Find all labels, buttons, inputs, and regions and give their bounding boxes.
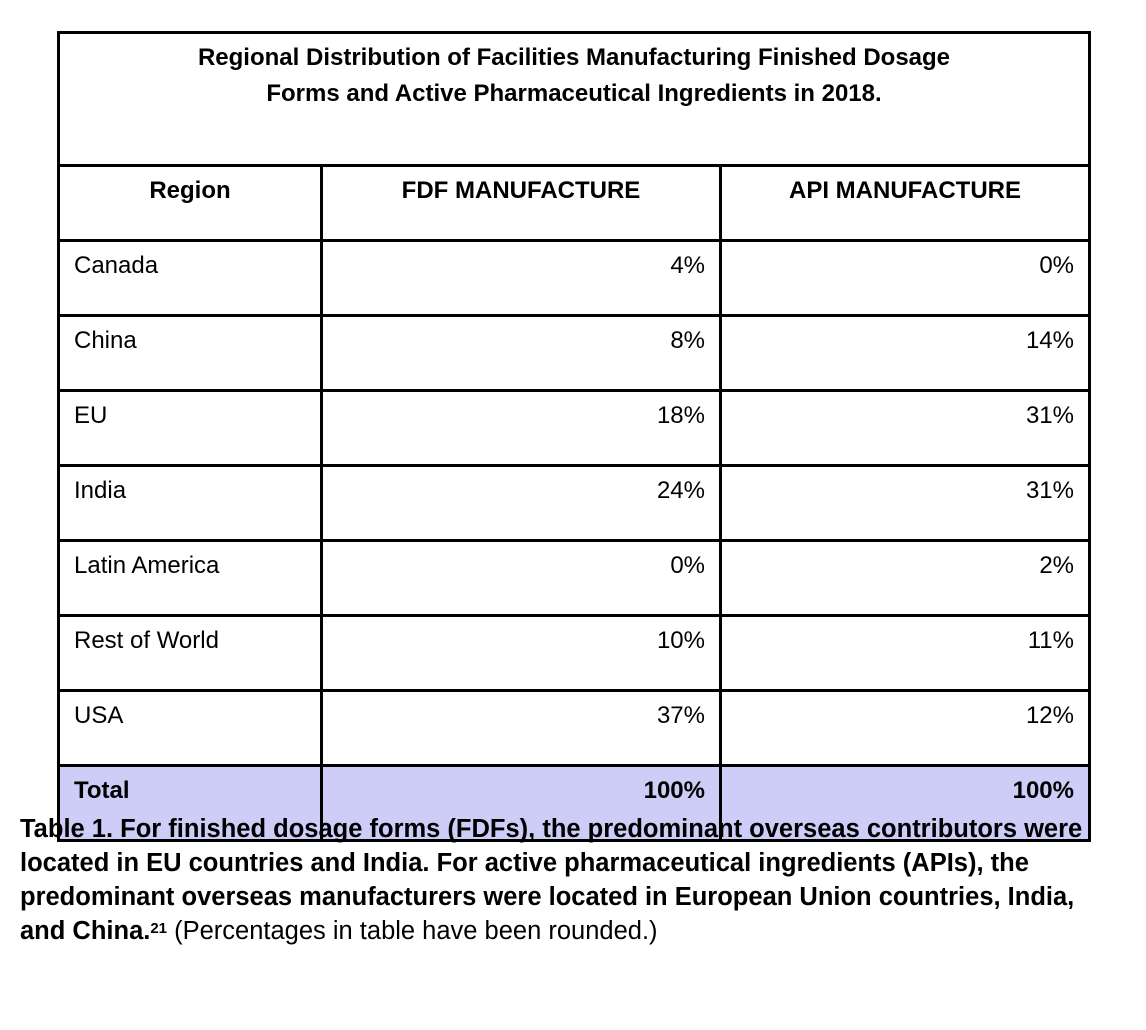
- cell-api: 11%: [719, 614, 1091, 692]
- cell-region: Latin America: [57, 539, 323, 617]
- cell-region: Rest of World: [57, 614, 323, 692]
- table-row: Canada 4% 0%: [57, 239, 1091, 317]
- table-caption: Table 1. For finished dosage forms (FDFs…: [20, 812, 1120, 948]
- cell-fdf: 10%: [320, 614, 722, 692]
- cell-api: 31%: [719, 464, 1091, 542]
- cell-fdf: 0%: [320, 539, 722, 617]
- total-fdf: 100%: [320, 764, 722, 842]
- cell-fdf: 24%: [320, 464, 722, 542]
- header-region: Region: [57, 164, 323, 242]
- cell-region: USA: [57, 689, 323, 767]
- table-row: Latin America 0% 2%: [57, 539, 1091, 617]
- cell-region: Canada: [57, 239, 323, 317]
- table-title-line1: Regional Distribution of Facilities Manu…: [197, 44, 951, 71]
- table-row: India 24% 31%: [57, 464, 1091, 542]
- caption-note: (Percentages in table have been rounded.…: [167, 917, 658, 945]
- caption-bold: Table 1. For finished dosage forms (FDFs…: [20, 815, 1083, 945]
- table-row: USA 37% 12%: [57, 689, 1091, 767]
- cell-fdf: 37%: [320, 689, 722, 767]
- cell-api: 0%: [719, 239, 1091, 317]
- footnote-ref: 21: [150, 920, 168, 937]
- cell-fdf: 8%: [320, 314, 722, 392]
- cell-api: 31%: [719, 389, 1091, 467]
- cell-region: EU: [57, 389, 323, 467]
- total-api: 100%: [719, 764, 1091, 842]
- cell-fdf: 4%: [320, 239, 722, 317]
- table-row: Rest of World 10% 11%: [57, 614, 1091, 692]
- header-api: API MANUFACTURE: [719, 164, 1091, 242]
- table-row: China 8% 14%: [57, 314, 1091, 392]
- table-title-line2: Forms and Active Pharmaceutical Ingredie…: [266, 80, 882, 107]
- cell-region: China: [57, 314, 323, 392]
- cell-api: 12%: [719, 689, 1091, 767]
- cell-api: 14%: [719, 314, 1091, 392]
- table-title: Regional Distribution of Facilities Manu…: [57, 31, 1091, 167]
- cell-api: 2%: [719, 539, 1091, 617]
- cell-region: India: [57, 464, 323, 542]
- cell-fdf: 18%: [320, 389, 722, 467]
- header-fdf: FDF MANUFACTURE: [320, 164, 722, 242]
- distribution-table: Regional Distribution of Facilities Manu…: [57, 31, 1091, 842]
- header-row: Region FDF MANUFACTURE API MANUFACTURE: [57, 164, 1091, 242]
- total-label: Total: [57, 764, 323, 842]
- table-row: EU 18% 31%: [57, 389, 1091, 467]
- total-row: Total 100% 100%: [57, 764, 1091, 842]
